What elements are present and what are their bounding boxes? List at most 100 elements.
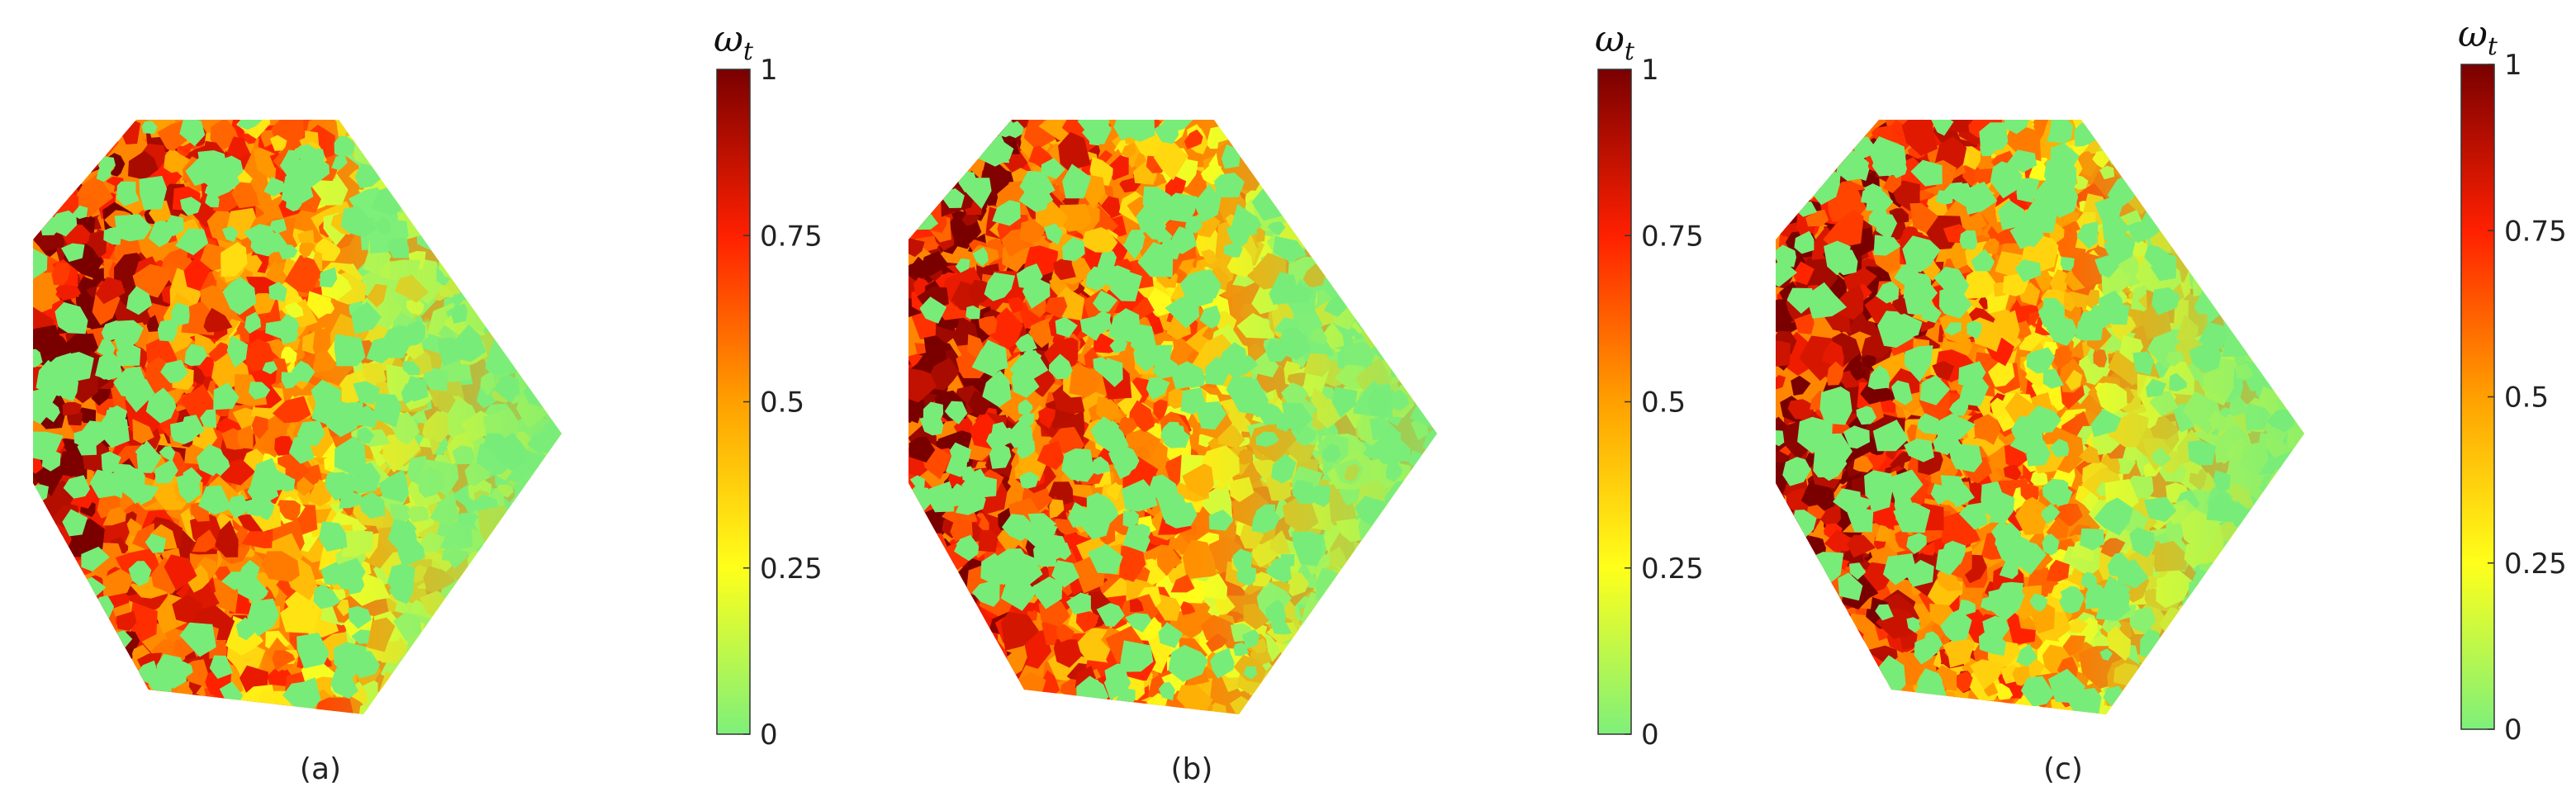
grain [2275, 325, 2296, 344]
grain [1382, 535, 1417, 576]
grain [1383, 188, 1418, 216]
grain [480, 609, 510, 646]
grain [447, 643, 486, 685]
grain [1397, 685, 1414, 706]
grain [1779, 619, 1809, 659]
grain [1411, 503, 1434, 536]
grain [1378, 640, 1397, 662]
grain [1407, 610, 1426, 633]
grain [1810, 152, 1830, 171]
grain [2201, 660, 2223, 682]
grain [1326, 201, 1352, 232]
grain [522, 265, 547, 295]
grain [469, 243, 504, 279]
grain [1412, 366, 1437, 395]
grain [927, 671, 968, 702]
grain [2261, 146, 2298, 180]
grain [916, 685, 959, 714]
grain [2288, 618, 2304, 638]
grain [456, 203, 490, 231]
grain [2221, 258, 2246, 280]
grain [539, 139, 562, 181]
grain [538, 468, 562, 509]
grain [2183, 147, 2219, 179]
grain [1392, 536, 1419, 566]
grain [2224, 240, 2256, 266]
grain [524, 648, 562, 683]
grain [1375, 251, 1410, 282]
grain [466, 204, 505, 242]
grain [510, 629, 524, 647]
grain [398, 184, 427, 207]
grain [1416, 327, 1437, 359]
grain [462, 662, 478, 681]
grain [1316, 207, 1334, 226]
grain [2270, 320, 2304, 362]
colorbar-tick-label: 0.5 [1641, 387, 1686, 420]
grain [534, 279, 553, 297]
grain [1389, 681, 1416, 713]
grain [1790, 579, 1808, 602]
grain [2250, 557, 2271, 577]
grain [533, 562, 562, 590]
grain [1364, 610, 1398, 643]
grain [511, 665, 533, 682]
grain [2238, 313, 2274, 352]
grain [538, 504, 556, 518]
grain [2237, 201, 2265, 239]
grain [92, 677, 133, 712]
grain [1334, 171, 1373, 206]
grain [2218, 179, 2238, 197]
grain [1402, 255, 1420, 274]
grain [496, 219, 520, 249]
grain [1402, 120, 1437, 149]
grain [63, 643, 93, 674]
grain [2247, 213, 2270, 239]
grain [2270, 548, 2287, 567]
grain [493, 142, 525, 164]
grain [428, 203, 472, 246]
grain [1793, 124, 1828, 152]
grain [1371, 657, 1409, 696]
grain [2216, 615, 2237, 639]
grain [372, 120, 391, 135]
grain [2224, 120, 2247, 135]
grain [84, 627, 120, 671]
colorbar-tick-label: 1 [760, 54, 778, 87]
grain [2288, 159, 2304, 180]
grain [459, 607, 484, 631]
grain [1790, 629, 1831, 658]
grain [467, 120, 485, 139]
grain [1240, 120, 1269, 135]
grain [1850, 658, 1868, 672]
colorbar-tick-label: 1 [1641, 54, 1659, 87]
grain [2216, 120, 2250, 145]
grain [2232, 156, 2250, 181]
grain [935, 135, 951, 154]
grain [548, 375, 562, 405]
grain [1340, 690, 1375, 714]
grain [406, 671, 434, 695]
grain [2159, 647, 2179, 665]
grain [523, 335, 558, 364]
grain [2277, 609, 2293, 625]
grain [505, 171, 529, 192]
grain [2200, 674, 2237, 710]
grain [1383, 306, 1407, 323]
grain [953, 669, 985, 704]
grain [912, 666, 949, 706]
grain [1785, 163, 1805, 183]
grain [523, 178, 546, 200]
low-damage-haze [33, 120, 562, 714]
grain [110, 685, 143, 711]
grain [1282, 674, 1322, 711]
grain [2182, 685, 2223, 714]
grain [2244, 207, 2269, 225]
grain [1359, 638, 1384, 660]
grain [1366, 120, 1406, 148]
grain [216, 700, 235, 714]
grain [1305, 617, 1333, 639]
grain [489, 536, 522, 564]
grain [932, 173, 954, 190]
